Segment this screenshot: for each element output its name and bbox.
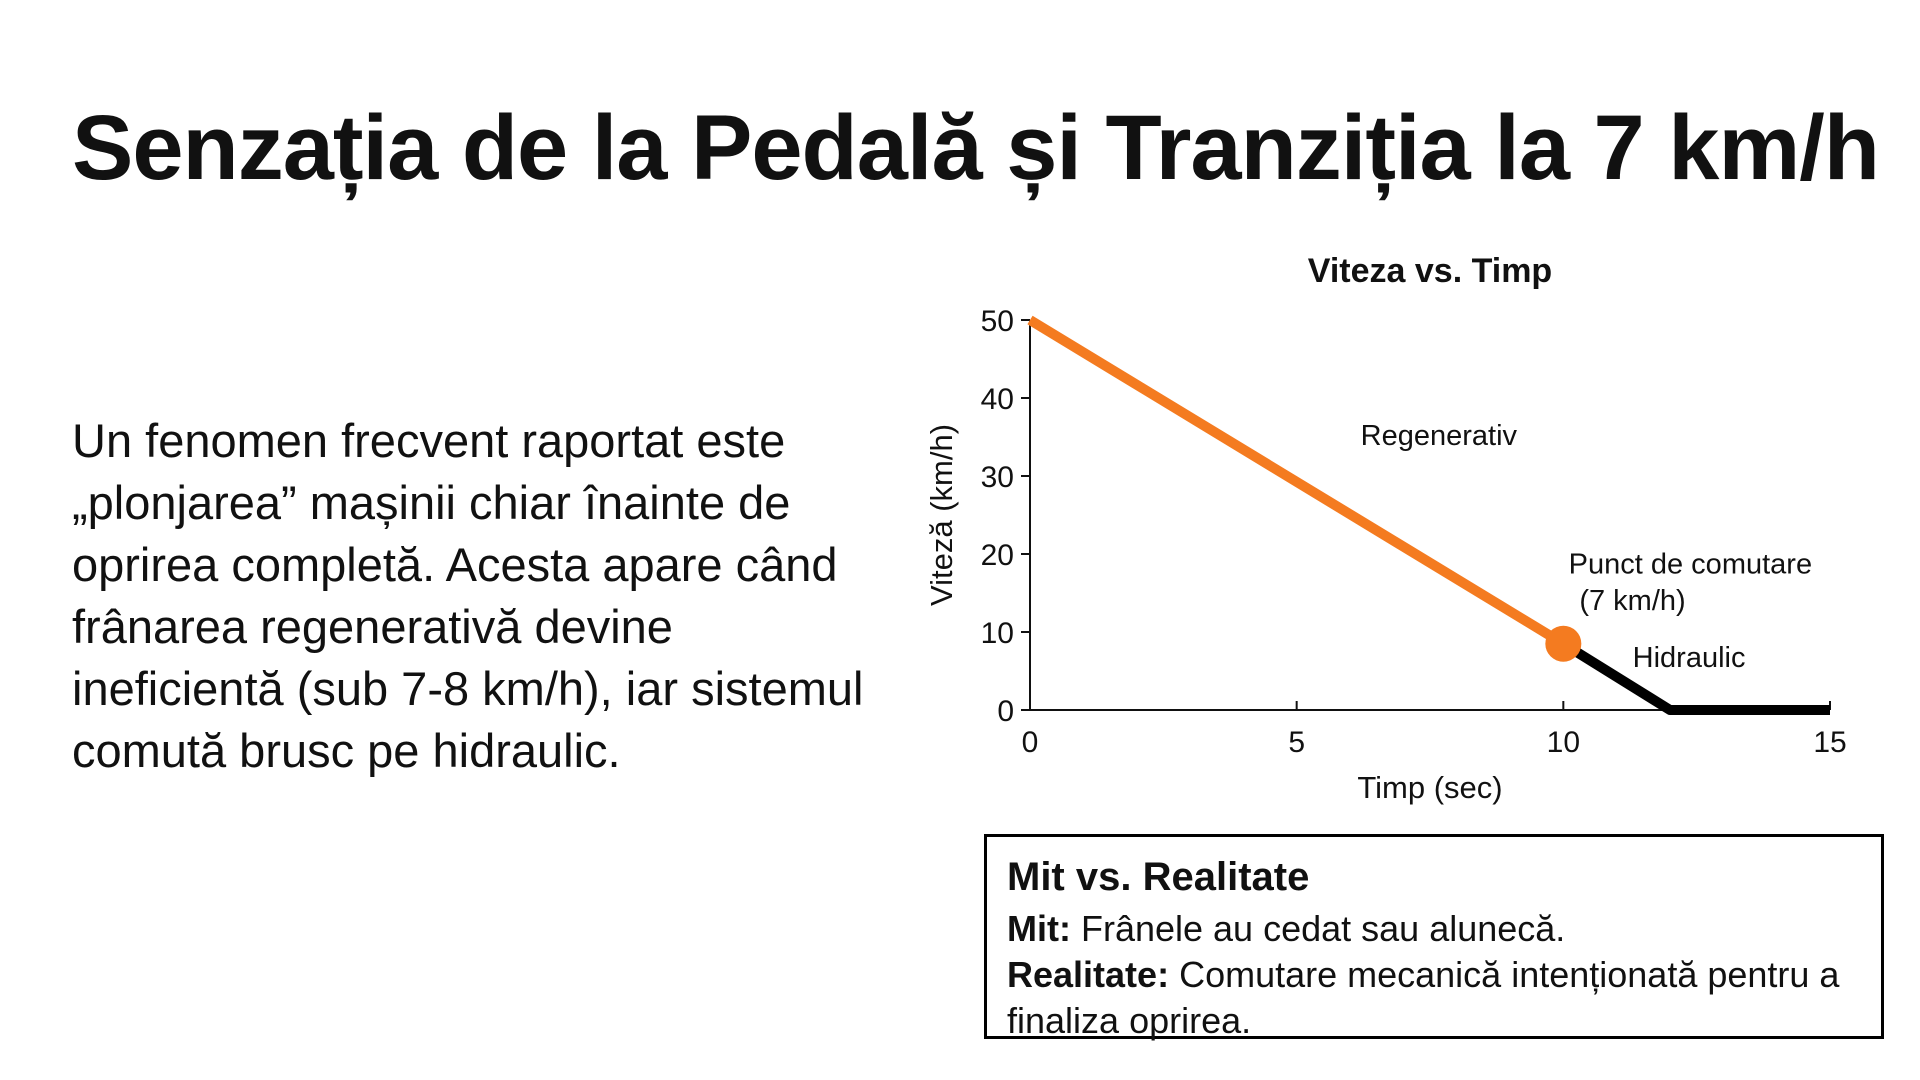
chart-svg: Viteza vs. Timp 0 10 20 30 40 50 0 5 10 15 Timp (se… (924, 252, 1847, 805)
myth-line: Mit: Frânele au cedat sau alunecă. (1007, 906, 1861, 952)
body-paragraph: Un fenomen frecvent raportat este „plonj… (72, 414, 864, 777)
y-tick-label: 40 (981, 383, 1014, 416)
x-tick-label: 10 (1547, 726, 1580, 759)
annotation-label: (7 km/h) (1579, 585, 1685, 617)
annotation-label: Regenerativ (1361, 420, 1518, 452)
annotation-label: Punct de comutare (1569, 549, 1812, 581)
myth-text: Frânele au cedat sau alunecă. (1070, 908, 1566, 949)
slide-title: Senzația de la Pedală și Tranziția la 7 … (72, 97, 1880, 199)
y-tick-label: 50 (981, 305, 1014, 338)
chart-title: Viteza vs. Timp (1308, 252, 1552, 290)
series-line-regenerativ (1027, 315, 1566, 648)
series-line-hidraulic (1560, 639, 1830, 715)
y-tick-label: 30 (981, 461, 1014, 494)
x-axis-label: Timp (sec) (1357, 770, 1502, 805)
annotation-label: Hidraulic (1633, 642, 1746, 674)
reality-line: Realitate: Comutare mecanică intenționat… (1007, 952, 1861, 1044)
myth-box-title: Mit vs. Realitate (1007, 855, 1310, 899)
reality-text: Comutare mecanică intenționată pentru a … (1007, 954, 1840, 1041)
reality-label: Realitate: (1007, 954, 1170, 995)
y-tick-label: 0 (997, 695, 1014, 728)
y-tick-label: 20 (981, 539, 1014, 572)
x-tick-label: 15 (1813, 726, 1846, 759)
speed-time-chart: Viteza vs. Timp 0 10 20 30 40 50 0 5 10 15 Timp (se… (880, 240, 1900, 830)
myth-vs-reality-box: Mit vs. Realitate Mit: Frânele au cedat … (984, 834, 1884, 1041)
x-tick-label: 0 (1022, 726, 1039, 759)
myth-label: Mit: (1007, 908, 1071, 949)
y-tick-label: 10 (981, 617, 1014, 650)
switch-point-marker (1545, 625, 1582, 662)
y-axis-label: Viteză (km/h) (924, 424, 959, 606)
x-tick-label: 5 (1288, 726, 1305, 759)
